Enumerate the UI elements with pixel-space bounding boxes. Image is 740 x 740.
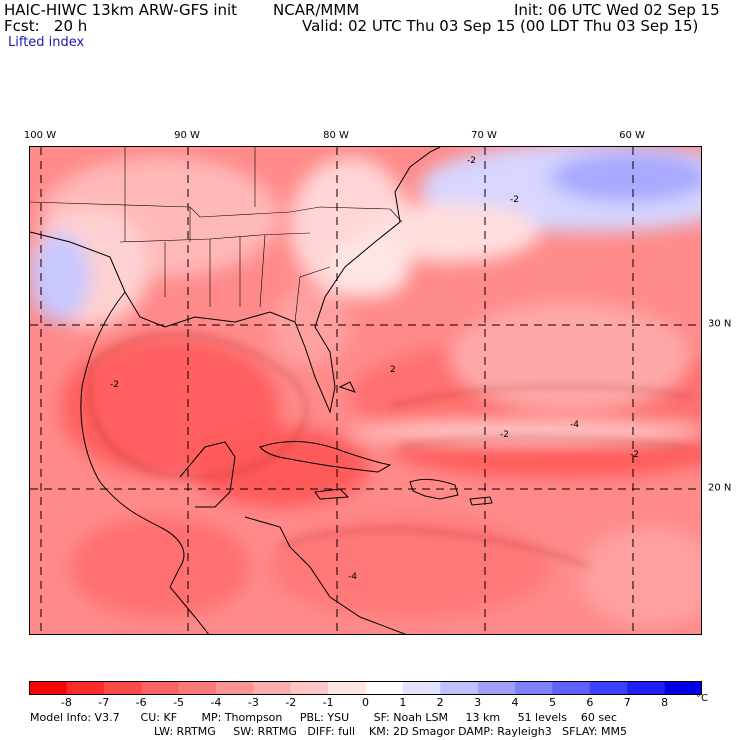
state-borders [30, 147, 403, 323]
lat-label-30n: 30 N [708, 318, 732, 330]
colorbar-tick-label: 7 [623, 696, 631, 709]
colorbar-tick-label: 4 [511, 696, 519, 709]
colorbar-swatch [477, 681, 516, 695]
colorbar-tick-label: 3 [474, 696, 482, 709]
lifted-index-map: -2 -4 -2 -2 -4 -2 -2 2 [29, 146, 702, 635]
coastlines [30, 147, 493, 634]
lon-label-100w: 100 W [23, 130, 57, 141]
colorbar-swatch [589, 681, 628, 695]
model-info-line2: LW: RRTMG SW: RRTMG DIFF: full KM: 2D Sm… [154, 725, 627, 738]
lon-label-90w: 90 W [174, 130, 200, 141]
colorbar-swatch [440, 681, 479, 695]
contour-label: -2 [510, 195, 519, 205]
colorbar-swatch [103, 681, 142, 695]
colorbar-swatch [402, 681, 441, 695]
colorbar-swatch [290, 681, 329, 695]
colorbar-swatch [664, 681, 702, 695]
field-shading [30, 147, 701, 634]
colorbar-swatch [365, 681, 404, 695]
colorbar-frame [29, 681, 702, 695]
lon-label-60w: 60 W [619, 130, 645, 141]
colorbar-tick-label: -7 [98, 696, 110, 709]
lon-label-70w: 70 W [471, 130, 497, 141]
lat-label-20n: 20 N [708, 482, 732, 494]
forecast-hour: Fcst: 20 h [4, 17, 88, 35]
contour-value-labels: -2 -4 -2 -2 -4 -2 -2 2 [110, 156, 639, 582]
colorbar-swatch [215, 681, 254, 695]
colorbar-swatch [66, 681, 105, 695]
colorbar-swatch [627, 681, 666, 695]
colorbar-swatch [178, 681, 217, 695]
colorbar-tick-label: -4 [210, 696, 222, 709]
colorbar-swatch [552, 681, 591, 695]
model-info-line1: Model Info: V3.7 CU: KF MP: Thompson PBL… [30, 711, 617, 724]
colorbar-swatch [29, 681, 67, 695]
colorbar-tick-label: 6 [586, 696, 594, 709]
init-time: Init: 06 UTC Wed 02 Sep 15 [514, 1, 720, 19]
colorbar-tick-label: 1 [399, 696, 407, 709]
contour-label: -2 [630, 450, 639, 460]
lon-label-80w: 80 W [323, 130, 349, 141]
colorbar-tick-label: -2 [285, 696, 297, 709]
graticule [30, 147, 701, 634]
contour-label: -2 [467, 156, 476, 166]
colorbar-swatch [253, 681, 292, 695]
colorbar-tick-label: -5 [173, 696, 185, 709]
contour-label: -4 [570, 420, 579, 430]
contour-label: -2 [500, 430, 509, 440]
valid-time: Valid: 02 UTC Thu 03 Sep 15 (00 LDT Thu … [302, 17, 699, 35]
colorbar-tick-label: 0 [362, 696, 369, 709]
colorbar-tick-label: -3 [247, 696, 259, 709]
organization: NCAR/MMM [273, 1, 360, 19]
colorbar-tick-label: -1 [322, 696, 334, 709]
colorbar-tick-label: -8 [60, 696, 72, 709]
colorbar-tick-label: 5 [548, 696, 556, 709]
model-title: HAIC-HIWC 13km ARW-GFS init [4, 1, 238, 19]
colorbar-unit: °C [696, 693, 708, 704]
contour-label: 2 [390, 365, 396, 375]
colorbar-swatch [141, 681, 180, 695]
colorbar-swatch [328, 681, 366, 695]
colorbar-tick-label: 8 [661, 696, 669, 709]
colorbar [29, 681, 702, 695]
field-name: Lifted index [8, 35, 85, 50]
colorbar-tick-label: 2 [436, 696, 444, 709]
colorbar-swatch [515, 681, 553, 695]
contour-label: -2 [110, 380, 119, 390]
colorbar-tick-label: -6 [135, 696, 147, 709]
contour-label: -4 [348, 572, 357, 582]
contour-lines [88, 333, 691, 568]
